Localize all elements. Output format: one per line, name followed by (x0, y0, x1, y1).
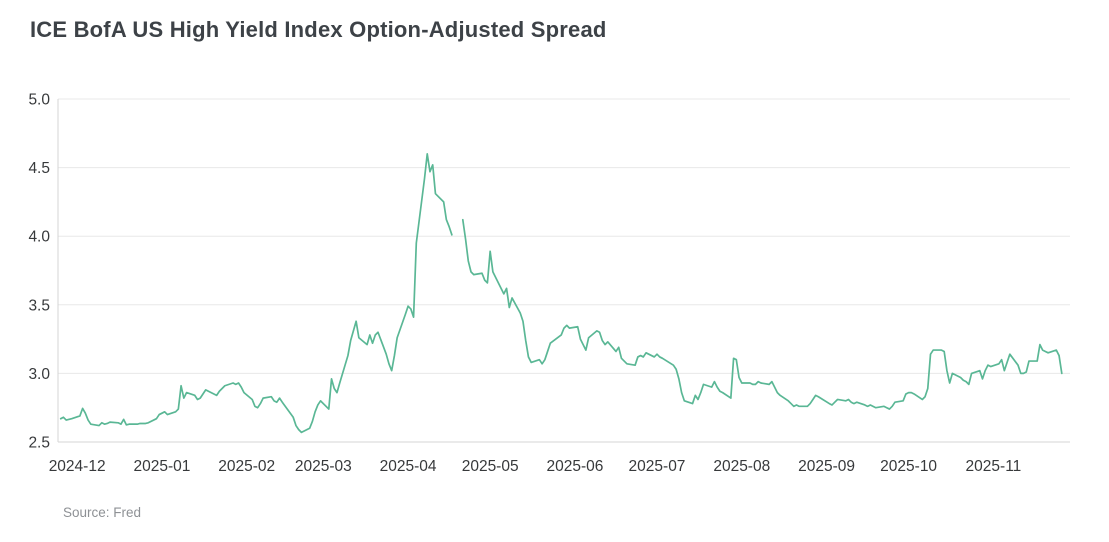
x-tick-label: 2025-07 (629, 458, 686, 475)
chart-title: ICE BofA US High Yield Index Option-Adju… (30, 17, 607, 42)
spread-series-line (59, 153, 1063, 434)
x-tick-label: 2025-08 (713, 458, 770, 475)
x-tick-label: 2025-11 (966, 458, 1022, 475)
y-tick-label: 4.5 (28, 160, 50, 177)
x-tick-label: 2025-04 (380, 458, 437, 475)
x-tick-label: 2024-12 (49, 458, 106, 475)
y-tick-label: 2.5 (28, 435, 50, 452)
x-tick-label: 2025-06 (546, 458, 603, 475)
y-tick-label: 4.0 (28, 229, 50, 246)
y-tick-label: 3.5 (28, 297, 50, 314)
x-tick-label: 2025-09 (798, 458, 855, 475)
x-tick-label: 2025-01 (133, 458, 190, 475)
y-tick-label: 3.0 (28, 366, 50, 383)
source-note: Source: Fred (63, 505, 142, 520)
y-tick-label: 5.0 (28, 92, 50, 109)
x-tick-label: 2025-05 (462, 458, 519, 475)
x-tick-label: 2025-03 (295, 458, 352, 475)
x-tick-label: 2025-10 (880, 458, 937, 475)
x-tick-label: 2025-02 (218, 458, 275, 475)
